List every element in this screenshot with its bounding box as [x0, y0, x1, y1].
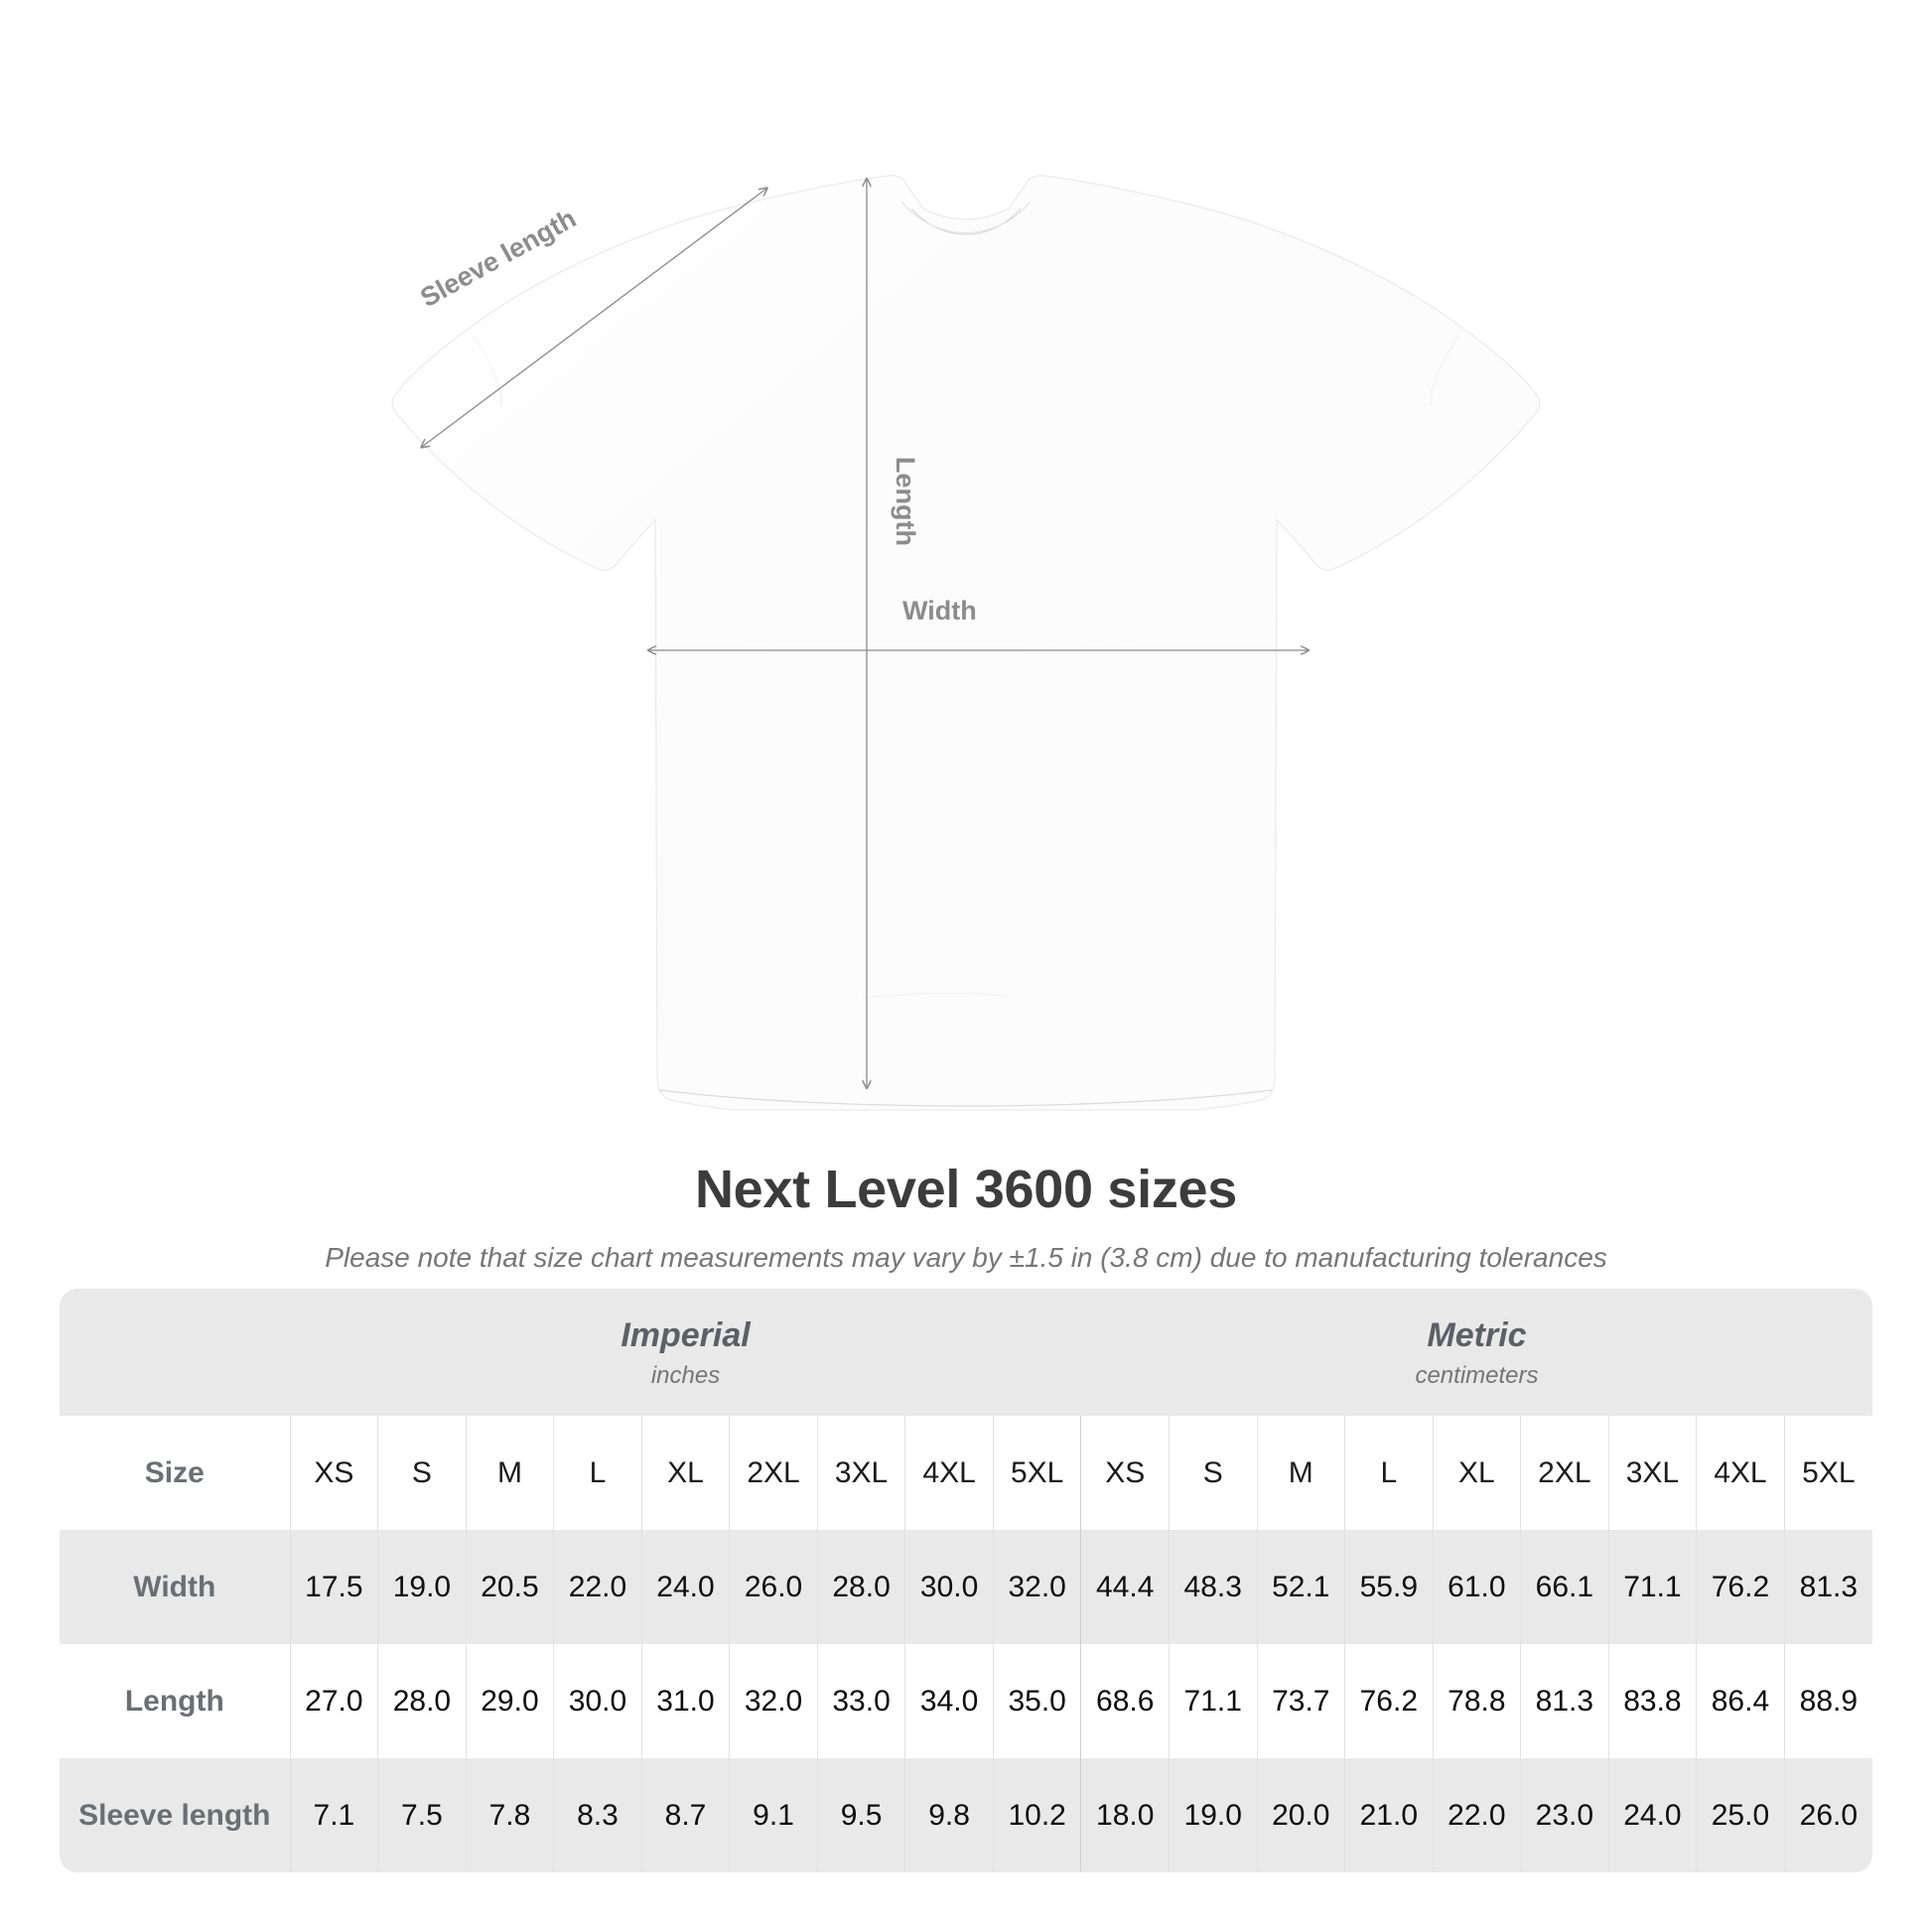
- svg-text:Width: Width: [902, 596, 977, 625]
- svg-text:Length: Length: [891, 457, 920, 546]
